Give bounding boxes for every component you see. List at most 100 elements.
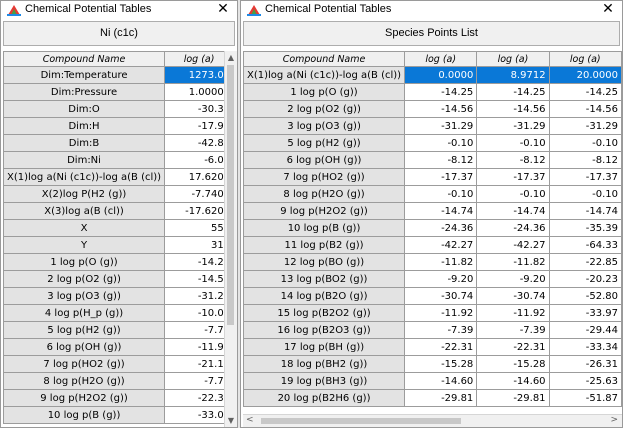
- value-cell[interactable]: -0.10: [476, 134, 550, 152]
- value-cell[interactable]: -15.28: [476, 355, 550, 373]
- value-cell[interactable]: -11.92: [404, 304, 478, 322]
- table-row[interactable]: 7 log p(HO2 (g)) -21.19: [2, 355, 235, 373]
- compound-name-cell[interactable]: 8 log p(H2O (g)): [2, 372, 166, 390]
- table-row[interactable]: 1 log p(O (g)) -14.25: [2, 253, 235, 271]
- table-row[interactable]: 4 log p(H_p (g)) -10.01: [2, 304, 235, 322]
- table-row[interactable]: Dim:Temperature 1273.07: [2, 66, 235, 84]
- value-cell[interactable]: -14.25: [404, 83, 478, 101]
- compound-name-cell[interactable]: 14 log p(B2O (g)): [242, 287, 406, 305]
- table-row[interactable]: Dim:B -42.80: [2, 134, 235, 152]
- value-cell[interactable]: -21.19: [164, 355, 235, 373]
- compound-name-cell[interactable]: 6 log p(OH (g)): [2, 338, 166, 356]
- compound-name-cell[interactable]: 1 log p(O (g)): [2, 253, 166, 271]
- value-cell[interactable]: 1.00000: [164, 83, 235, 101]
- value-cell[interactable]: -20.23: [548, 270, 622, 288]
- compound-name-cell[interactable]: 17 log p(BH (g)): [242, 338, 406, 356]
- column-header[interactable]: log (a): [404, 51, 478, 67]
- compound-name-cell[interactable]: 11 log p(B2 (g)): [242, 236, 406, 254]
- value-cell[interactable]: -33.01: [164, 406, 235, 424]
- table-row[interactable]: 15 log p(B2O2 (g)) -11.92 -11.92 -33.97: [242, 304, 622, 322]
- value-cell[interactable]: -31.29: [548, 117, 622, 135]
- column-header[interactable]: log (a): [548, 51, 622, 67]
- value-cell[interactable]: -14.25: [164, 253, 235, 271]
- compound-name-cell[interactable]: 12 log p(BO (g)): [242, 253, 406, 271]
- compound-name-cell[interactable]: 9 log p(H2O2 (g)): [242, 202, 406, 220]
- value-cell[interactable]: -17.37: [476, 168, 550, 186]
- value-cell[interactable]: -14.60: [404, 372, 478, 390]
- value-cell[interactable]: -22.85: [548, 253, 622, 271]
- close-icon[interactable]: ✕: [217, 1, 229, 17]
- value-cell[interactable]: -22.31: [476, 338, 550, 356]
- value-cell[interactable]: -0.10: [476, 185, 550, 203]
- compound-name-cell[interactable]: 1 log p(O (g)): [242, 83, 406, 101]
- value-cell[interactable]: 1273.07: [164, 66, 235, 84]
- column-header[interactable]: Compound Name: [2, 51, 166, 67]
- table-row[interactable]: 6 log p(OH (g)) -8.12 -8.12 -8.12: [242, 151, 622, 169]
- compound-name-cell[interactable]: 3 log p(O3 (g)): [2, 287, 166, 305]
- value-cell[interactable]: -22.31: [404, 338, 478, 356]
- table-row[interactable]: 20 log p(B2H6 (g)) -29.81 -29.81 -51.87: [242, 389, 622, 407]
- compound-name-cell[interactable]: Dim:Pressure: [2, 83, 166, 101]
- value-cell[interactable]: -64.33: [548, 236, 622, 254]
- value-cell[interactable]: -33.97: [548, 304, 622, 322]
- value-cell[interactable]: -0.10: [548, 185, 622, 203]
- compound-name-cell[interactable]: X(1)log a(Ni (c1c))-log a(B (cl)): [2, 168, 166, 186]
- compound-name-cell[interactable]: Dim:H: [2, 117, 166, 135]
- value-cell[interactable]: -25.63: [548, 372, 622, 390]
- compound-name-cell[interactable]: 3 log p(O3 (g)): [242, 117, 406, 135]
- value-cell[interactable]: -30.74: [404, 287, 478, 305]
- table-row[interactable]: Dim:Ni -6.08: [2, 151, 235, 169]
- value-cell[interactable]: -42.27: [476, 236, 550, 254]
- table-row[interactable]: 12 log p(BO (g)) -11.82 -11.82 -22.85: [242, 253, 622, 271]
- column-header[interactable]: log (a): [476, 51, 550, 67]
- table-row[interactable]: 18 log p(BH2 (g)) -15.28 -15.28 -26.31: [242, 355, 622, 373]
- table-row[interactable]: Dim:O -30.39: [2, 100, 235, 118]
- value-cell[interactable]: -14.74: [476, 202, 550, 220]
- compound-name-cell[interactable]: 10 log p(B (g)): [2, 406, 166, 424]
- compound-name-cell[interactable]: Dim:Temperature: [2, 66, 166, 84]
- value-cell[interactable]: -7.39: [476, 321, 550, 339]
- value-cell[interactable]: -29.44: [548, 321, 622, 339]
- value-cell[interactable]: -0.10: [404, 185, 478, 203]
- value-cell[interactable]: 553: [164, 219, 235, 237]
- value-cell[interactable]: -11.82: [404, 253, 478, 271]
- value-cell[interactable]: -14.56: [164, 270, 235, 288]
- value-cell[interactable]: -51.87: [548, 389, 622, 407]
- table-row[interactable]: 11 log p(B2 (g)) -42.27 -42.27 -64.33: [242, 236, 622, 254]
- value-cell[interactable]: -26.31: [548, 355, 622, 373]
- value-cell[interactable]: -7.39: [404, 321, 478, 339]
- value-cell[interactable]: -11.95: [164, 338, 235, 356]
- table-row[interactable]: 5 log p(H2 (g)) -0.10 -0.10 -0.10: [242, 134, 622, 152]
- compound-name-cell[interactable]: X: [2, 219, 166, 237]
- table-row[interactable]: Y 315: [2, 236, 235, 254]
- table-row[interactable]: X 553: [2, 219, 235, 237]
- compound-name-cell[interactable]: 9 log p(H2O2 (g)): [2, 389, 166, 407]
- compound-name-cell[interactable]: 7 log p(HO2 (g)): [242, 168, 406, 186]
- table-row[interactable]: 8 log p(H2O (g)) -0.10 -0.10 -0.10: [242, 185, 622, 203]
- value-cell[interactable]: -11.92: [476, 304, 550, 322]
- value-cell[interactable]: -11.82: [476, 253, 550, 271]
- compound-name-cell[interactable]: 18 log p(BH2 (g)): [242, 355, 406, 373]
- compound-name-cell[interactable]: Y: [2, 236, 166, 254]
- compound-name-cell[interactable]: 2 log p(O2 (g)): [242, 100, 406, 118]
- table-row[interactable]: 14 log p(B2O (g)) -30.74 -30.74 -52.80: [242, 287, 622, 305]
- value-cell[interactable]: -29.81: [476, 389, 550, 407]
- compound-name-cell[interactable]: 8 log p(H2O (g)): [242, 185, 406, 203]
- table-row[interactable]: 8 log p(H2O (g)) -7.74: [2, 372, 235, 390]
- table-row[interactable]: 17 log p(BH (g)) -22.31 -22.31 -33.34: [242, 338, 622, 356]
- right-subheader-button[interactable]: Species Points List: [243, 21, 620, 46]
- value-cell[interactable]: -33.34: [548, 338, 622, 356]
- compound-name-cell[interactable]: 20 log p(B2H6 (g)): [242, 389, 406, 407]
- table-row[interactable]: 16 log p(B2O3 (g)) -7.39 -7.39 -29.44: [242, 321, 622, 339]
- table-row[interactable]: X(2)log P(H2 (g)) -7.7406: [2, 185, 235, 203]
- table-row[interactable]: 3 log p(O3 (g)) -31.29: [2, 287, 235, 305]
- table-row[interactable]: 3 log p(O3 (g)) -31.29 -31.29 -31.29: [242, 117, 622, 135]
- left-vertical-scrollbar[interactable]: ▲ ▼: [224, 51, 237, 427]
- value-cell[interactable]: -14.56: [404, 100, 478, 118]
- value-cell[interactable]: -10.01: [164, 304, 235, 322]
- compound-name-cell[interactable]: 16 log p(B2O3 (g)): [242, 321, 406, 339]
- compound-name-cell[interactable]: 15 log p(B2O2 (g)): [242, 304, 406, 322]
- value-cell[interactable]: -15.28: [404, 355, 478, 373]
- table-row[interactable]: X(1)log a(Ni (c1c))-log a(B (cl)) 0.0000 8…: [242, 66, 622, 84]
- value-cell[interactable]: -8.12: [404, 151, 478, 169]
